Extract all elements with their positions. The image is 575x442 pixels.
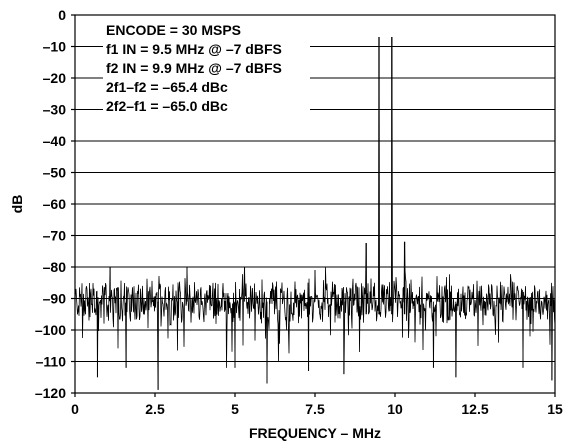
annotation-line: 2f1–f2 = –65.4 dBc <box>106 79 228 95</box>
x-tick-label: 7.5 <box>305 401 325 417</box>
annotation-line: f1 IN = 9.5 MHz @ –7 dBFS <box>106 41 282 57</box>
y-axis-title: dB <box>9 195 25 214</box>
y-axis-ticks: 0 –10 –20 –30 –40 –50 –60 –70 –80 –90 –100 –110 –120 <box>35 7 75 401</box>
annotation-line: f2 IN = 9.9 MHz @ –7 dBFS <box>106 60 282 76</box>
y-tick-label: –100 <box>35 322 66 338</box>
y-tick-label: –60 <box>43 196 67 212</box>
y-tick-label: –30 <box>43 102 67 118</box>
x-tick-label: 10 <box>387 401 403 417</box>
annotation-block: ENCODE = 30 MSPS f1 IN = 9.5 MHz @ –7 dBF… <box>103 20 310 115</box>
annotation-background <box>103 20 310 115</box>
y-tick-label: –20 <box>43 70 67 86</box>
x-tick-label: 2.5 <box>145 401 165 417</box>
y-tick-label: –80 <box>43 259 67 275</box>
x-tick-label: 12.5 <box>461 401 488 417</box>
spectrum-trace-group <box>74 37 556 390</box>
x-axis-title: FREQUENCY – MHz <box>249 425 381 441</box>
y-tick-label: –120 <box>35 385 66 401</box>
y-tick-label: –40 <box>43 133 67 149</box>
y-tick-label: –70 <box>43 228 67 244</box>
y-tick-label: –110 <box>36 354 67 370</box>
x-tick-label: 15 <box>547 401 563 417</box>
y-tick-label: 0 <box>58 7 66 23</box>
annotation-line: 2f2–f1 = –65.0 dBc <box>106 98 228 114</box>
x-tick-label: 0 <box>71 401 79 417</box>
y-tick-label: –50 <box>43 165 67 181</box>
x-axis-ticks: 0 2.5 5 7.5 10 12.5 15 <box>71 393 563 417</box>
annotation-line: ENCODE = 30 MSPS <box>106 22 241 38</box>
y-tick-label: –10 <box>43 39 67 55</box>
x-tick-label: 5 <box>231 401 239 417</box>
y-tick-label: –90 <box>43 291 67 307</box>
